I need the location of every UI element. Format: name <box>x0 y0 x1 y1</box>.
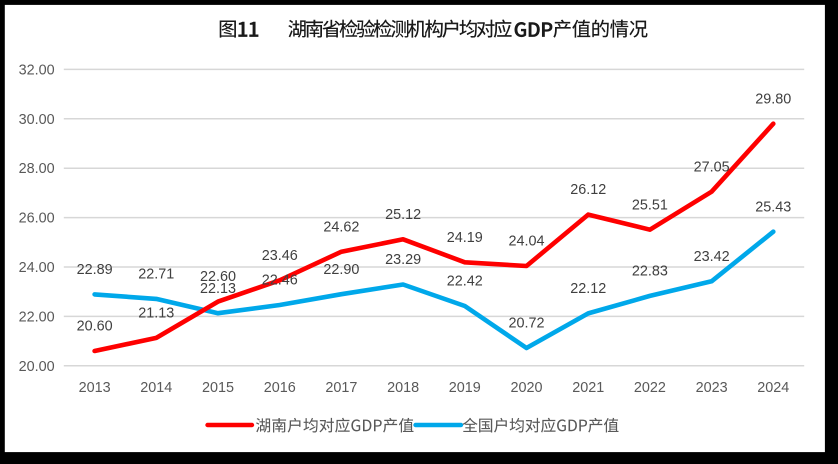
svg-text:25.51: 25.51 <box>632 197 668 213</box>
svg-text:20.72: 20.72 <box>508 316 544 332</box>
svg-text:24.19: 24.19 <box>447 230 483 246</box>
svg-text:22.46: 22.46 <box>262 273 298 289</box>
svg-text:22.71: 22.71 <box>138 267 174 283</box>
svg-text:2015: 2015 <box>202 380 234 396</box>
svg-text:27.05: 27.05 <box>694 159 730 175</box>
svg-text:2013: 2013 <box>79 380 111 396</box>
svg-text:2018: 2018 <box>387 380 419 396</box>
svg-text:20.00: 20.00 <box>19 359 55 375</box>
svg-text:2014: 2014 <box>140 380 172 396</box>
svg-text:22.00: 22.00 <box>19 309 55 325</box>
svg-text:23.42: 23.42 <box>694 249 730 265</box>
svg-text:25.43: 25.43 <box>755 199 791 215</box>
svg-text:22.12: 22.12 <box>570 281 606 297</box>
svg-text:30.00: 30.00 <box>19 112 55 128</box>
svg-text:22.13: 22.13 <box>200 281 236 297</box>
svg-text:29.80: 29.80 <box>755 91 791 107</box>
svg-text:2023: 2023 <box>696 380 728 396</box>
svg-text:22.42: 22.42 <box>447 274 483 290</box>
svg-text:2016: 2016 <box>264 380 296 396</box>
svg-text:21.13: 21.13 <box>138 306 174 322</box>
svg-text:26.12: 26.12 <box>570 182 606 198</box>
svg-text:26.00: 26.00 <box>19 211 55 227</box>
svg-text:22.90: 22.90 <box>323 262 359 278</box>
svg-text:25.12: 25.12 <box>385 207 421 223</box>
svg-text:24.04: 24.04 <box>508 234 544 250</box>
svg-text:20.60: 20.60 <box>77 319 113 335</box>
svg-text:23.29: 23.29 <box>385 252 421 268</box>
svg-text:2024: 2024 <box>757 380 789 396</box>
svg-text:2021: 2021 <box>572 380 604 396</box>
svg-text:22.89: 22.89 <box>77 262 113 278</box>
svg-text:2017: 2017 <box>325 380 357 396</box>
svg-text:23.46: 23.46 <box>262 248 298 264</box>
svg-text:22.83: 22.83 <box>632 264 668 280</box>
svg-text:2020: 2020 <box>510 380 542 396</box>
svg-text:32.00: 32.00 <box>19 62 55 78</box>
svg-text:24.00: 24.00 <box>19 260 55 276</box>
svg-text:24.62: 24.62 <box>323 219 359 235</box>
svg-text:28.00: 28.00 <box>19 161 55 177</box>
svg-text:2019: 2019 <box>449 380 481 396</box>
svg-text:22.60: 22.60 <box>200 269 236 285</box>
svg-text:2022: 2022 <box>634 380 666 396</box>
